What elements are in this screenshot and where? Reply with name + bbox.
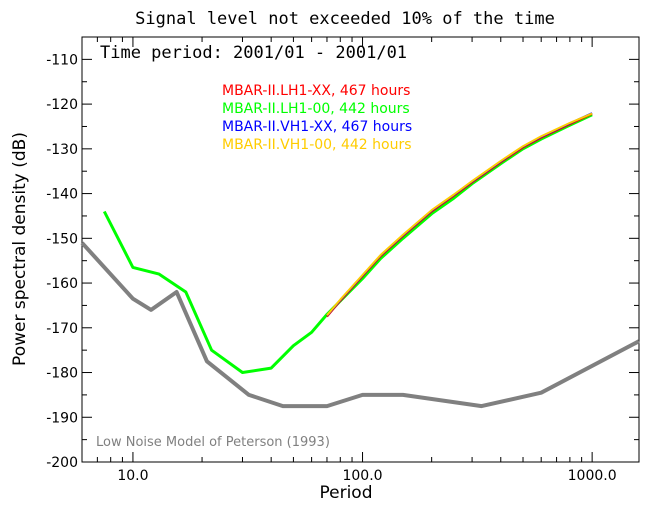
y-tick-label: -130	[46, 142, 78, 158]
series-vh1-00-line	[326, 112, 593, 316]
reference-model	[80, 241, 640, 409]
x-tick-label: 1000.0	[568, 468, 617, 484]
y-tick-label: -160	[46, 276, 78, 292]
y-tick-label: -140	[46, 187, 78, 203]
y-tick-label: -120	[46, 97, 78, 113]
reference-model-line	[80, 241, 640, 409]
y-axis-label: Power spectral density (dB)	[10, 132, 30, 366]
series-group	[102, 112, 593, 374]
y-tick-label: -200	[46, 455, 78, 471]
legend-item: MBAR-II.LH1-XX, 467 hours	[222, 83, 410, 99]
y-tick-label: -170	[46, 321, 78, 337]
y-axis: -200 -190 -180 -170 -160 -150 -140 -130 -120 -110	[46, 52, 639, 471]
legend: MBAR-II.LH1-XX, 467 hours MBAR-II.LH1-00,…	[222, 83, 412, 153]
x-tick-label: 10.0	[117, 468, 148, 484]
plot-frame	[81, 36, 640, 463]
x-axis-label: Period	[319, 483, 372, 503]
x-axis: 10.0 100.0 1000.0	[96, 37, 617, 484]
y-tick-label: -150	[46, 231, 78, 247]
legend-item: MBAR-II.VH1-00, 442 hours	[222, 137, 412, 153]
legend-item: MBAR-II.LH1-00, 442 hours	[222, 101, 410, 117]
series-lh1-00-line	[102, 113, 593, 374]
reference-model-label: Low Noise Model of Peterson (1993)	[96, 435, 330, 450]
y-tick-label: -190	[46, 410, 78, 426]
chart-subtitle: Time period: 2001/01 - 2001/01	[100, 43, 407, 63]
chart-title: Signal level not exceeded 10% of the tim…	[135, 9, 555, 29]
x-tick-label: 100.0	[342, 468, 382, 484]
legend-item: MBAR-II.VH1-XX, 467 hours	[222, 119, 412, 135]
y-tick-label: -110	[46, 52, 78, 68]
y-tick-label: -180	[46, 366, 78, 382]
